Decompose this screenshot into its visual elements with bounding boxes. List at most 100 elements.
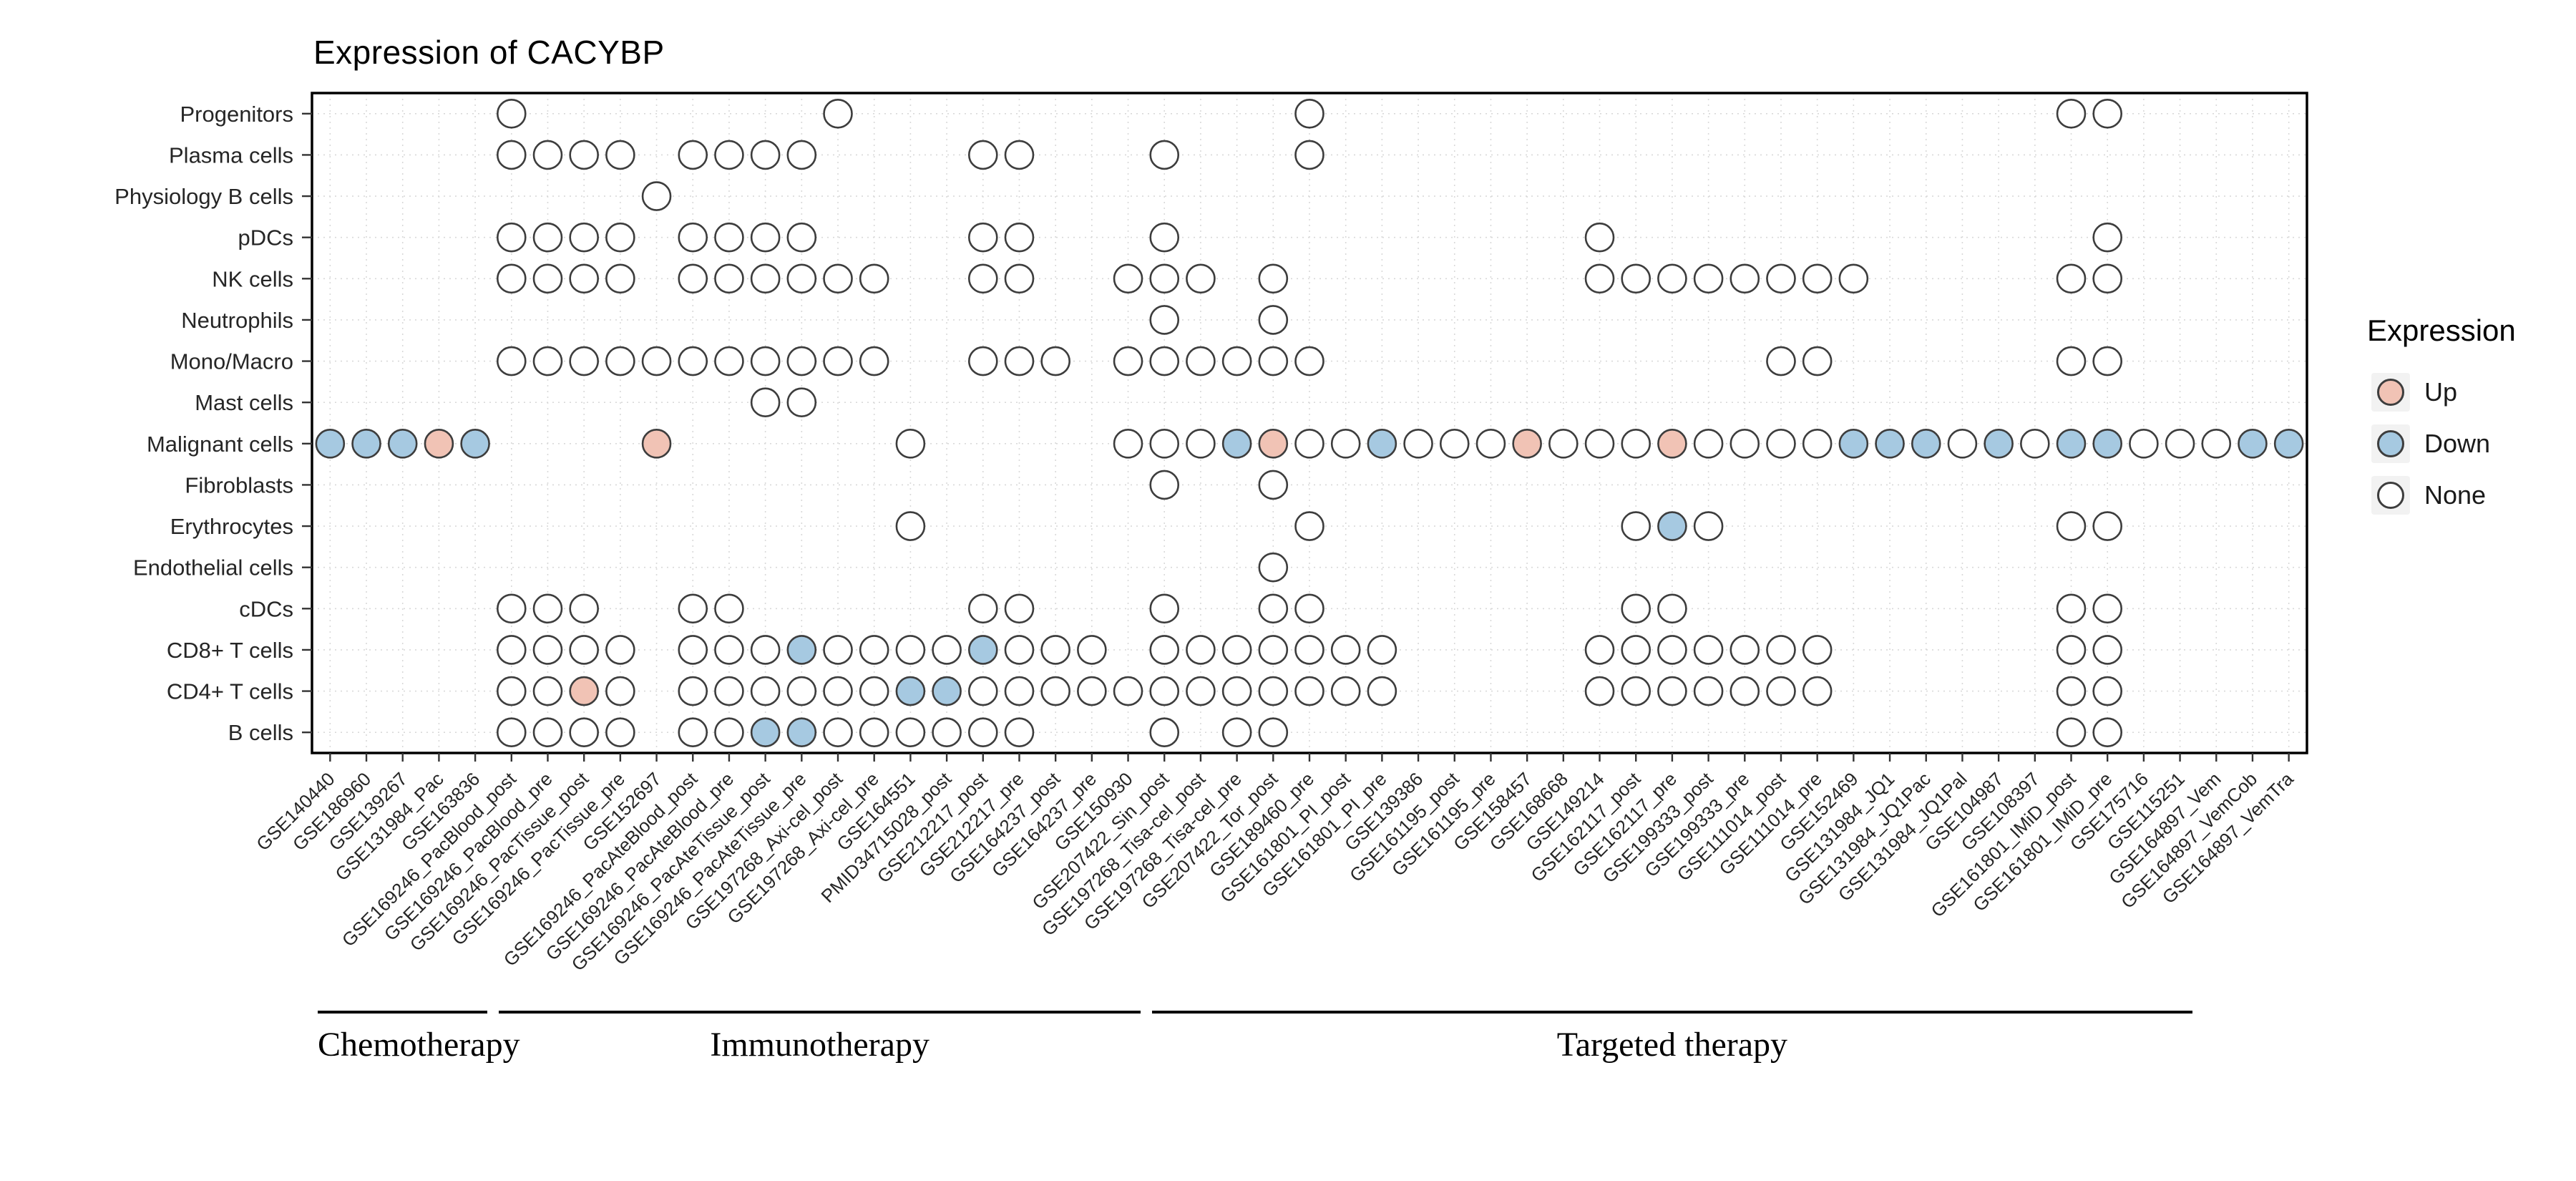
expression-dot-up — [1258, 429, 1289, 459]
row-label: cDCs — [239, 596, 293, 621]
expression-dot-none — [1693, 511, 1724, 541]
expression-dot-none — [1149, 470, 1180, 500]
row-label: Malignant cells — [147, 432, 293, 457]
expression-dot-none — [496, 635, 527, 665]
expression-dot-none — [1766, 635, 1796, 665]
expression-dot-none — [1004, 593, 1035, 624]
expression-dot-none — [2201, 429, 2232, 459]
expression-dot-none — [714, 263, 744, 294]
expression-dot-none — [1729, 263, 1760, 294]
expression-dot-none — [641, 181, 672, 211]
expression-dot-none — [786, 222, 817, 253]
expression-dot-none — [1729, 635, 1760, 665]
expression-dot-up — [641, 429, 672, 459]
expression-dot-none — [1475, 429, 1506, 459]
expression-dot-none — [786, 263, 817, 294]
expression-dot-none — [1766, 346, 1796, 376]
targeted-therapy-underline — [1151, 1011, 2192, 1014]
expression-dot-none — [2056, 511, 2087, 541]
expression-dot-none — [1221, 635, 1252, 665]
targeted-therapy-label: Targeted therapy — [1556, 1026, 1788, 1064]
expression-dot-none — [859, 676, 889, 706]
expression-dot-none — [1258, 263, 1289, 294]
expression-dot-down — [786, 635, 817, 665]
expression-dot-none — [1838, 263, 1869, 294]
therapy-group-targeted: Targeted therapy — [1151, 1011, 2192, 1064]
expression-dot-none — [1113, 429, 1143, 459]
expression-dot-none — [1077, 635, 1107, 665]
expression-dot-none — [678, 593, 708, 624]
expression-dot-none — [1258, 470, 1289, 500]
expression-dot-none — [2092, 676, 2122, 706]
expression-dot-none — [1040, 346, 1070, 376]
legend-key-up — [2371, 373, 2410, 412]
expression-dot-down — [2056, 429, 2087, 459]
expression-dot-none — [532, 140, 563, 170]
expression-dot-down — [1367, 429, 1397, 459]
expression-dot-none — [1367, 676, 1397, 706]
row-label: CD4+ T cells — [167, 679, 293, 704]
expression-dot-none — [1729, 676, 1760, 706]
expression-dot-down — [460, 429, 490, 459]
expression-dot-none — [967, 263, 998, 294]
expression-dot-none — [1294, 140, 1324, 170]
therapy-group-immunotherapy: Immunotherapy — [499, 1011, 1141, 1064]
expression-dot-none — [750, 387, 781, 417]
expression-dot-down — [750, 717, 781, 747]
expression-dot-none — [1621, 511, 1652, 541]
expression-dot-none — [823, 346, 853, 376]
expression-dot-none — [859, 346, 889, 376]
legend-label-down: Down — [2424, 429, 2491, 458]
row-label: pDCs — [238, 225, 293, 251]
expression-dot-none — [1149, 717, 1180, 747]
row-label: Plasma cells — [169, 142, 293, 167]
expression-dot-none — [1113, 676, 1143, 706]
expression-dot-none — [1621, 593, 1652, 624]
expression-dot-none — [823, 635, 853, 665]
expression-dot-none — [1294, 511, 1324, 541]
expression-dot-none — [895, 511, 926, 541]
expression-dot-none — [569, 717, 599, 747]
expression-dot-none — [1621, 429, 1652, 459]
expression-dot-down — [315, 429, 346, 459]
expression-dot-none — [1258, 717, 1289, 747]
expression-dot-none — [1693, 676, 1724, 706]
row-label: Erythrocytes — [170, 514, 293, 539]
expression-dot-none — [496, 593, 527, 624]
expression-dot-none — [1294, 429, 1324, 459]
expression-dot-none — [1330, 635, 1361, 665]
expression-dot-none — [750, 635, 781, 665]
expression-dot-none — [605, 346, 635, 376]
chart-title: Expression of CACYBP — [313, 34, 665, 71]
expression-dot-none — [532, 593, 563, 624]
expression-dot-none — [1186, 635, 1216, 665]
expression-dot-none — [823, 676, 853, 706]
expression-dot-none — [1149, 429, 1180, 459]
expression-dot-none — [1802, 635, 1833, 665]
row-label: Endothelial cells — [133, 555, 293, 580]
expression-dot-none — [823, 99, 853, 129]
expression-dot-none — [678, 346, 708, 376]
expression-dot-down — [1657, 511, 1687, 541]
expression-dot-none — [786, 387, 817, 417]
legend-key-none — [2371, 476, 2410, 515]
expression-dot-none — [496, 676, 527, 706]
row-label: Progenitors — [180, 102, 293, 127]
expression-dot-none — [2092, 593, 2122, 624]
expression-dot-down — [1875, 429, 1905, 459]
immunotherapy-underline — [499, 1011, 1141, 1014]
row-label: NK cells — [212, 266, 293, 291]
expression-dot-none — [1294, 593, 1324, 624]
expression-dot-none — [1221, 717, 1252, 747]
expression-dot-down — [2092, 429, 2122, 459]
expression-dot-none — [2056, 717, 2087, 747]
expression-dot-none — [678, 140, 708, 170]
expression-dot-none — [932, 717, 962, 747]
expression-dot-none — [1766, 676, 1796, 706]
expression-dot-none — [895, 635, 926, 665]
expression-dot-none — [1258, 305, 1289, 335]
expression-dot-down — [1221, 429, 1252, 459]
expression-dot-none — [605, 635, 635, 665]
expression-dot-none — [1258, 635, 1289, 665]
